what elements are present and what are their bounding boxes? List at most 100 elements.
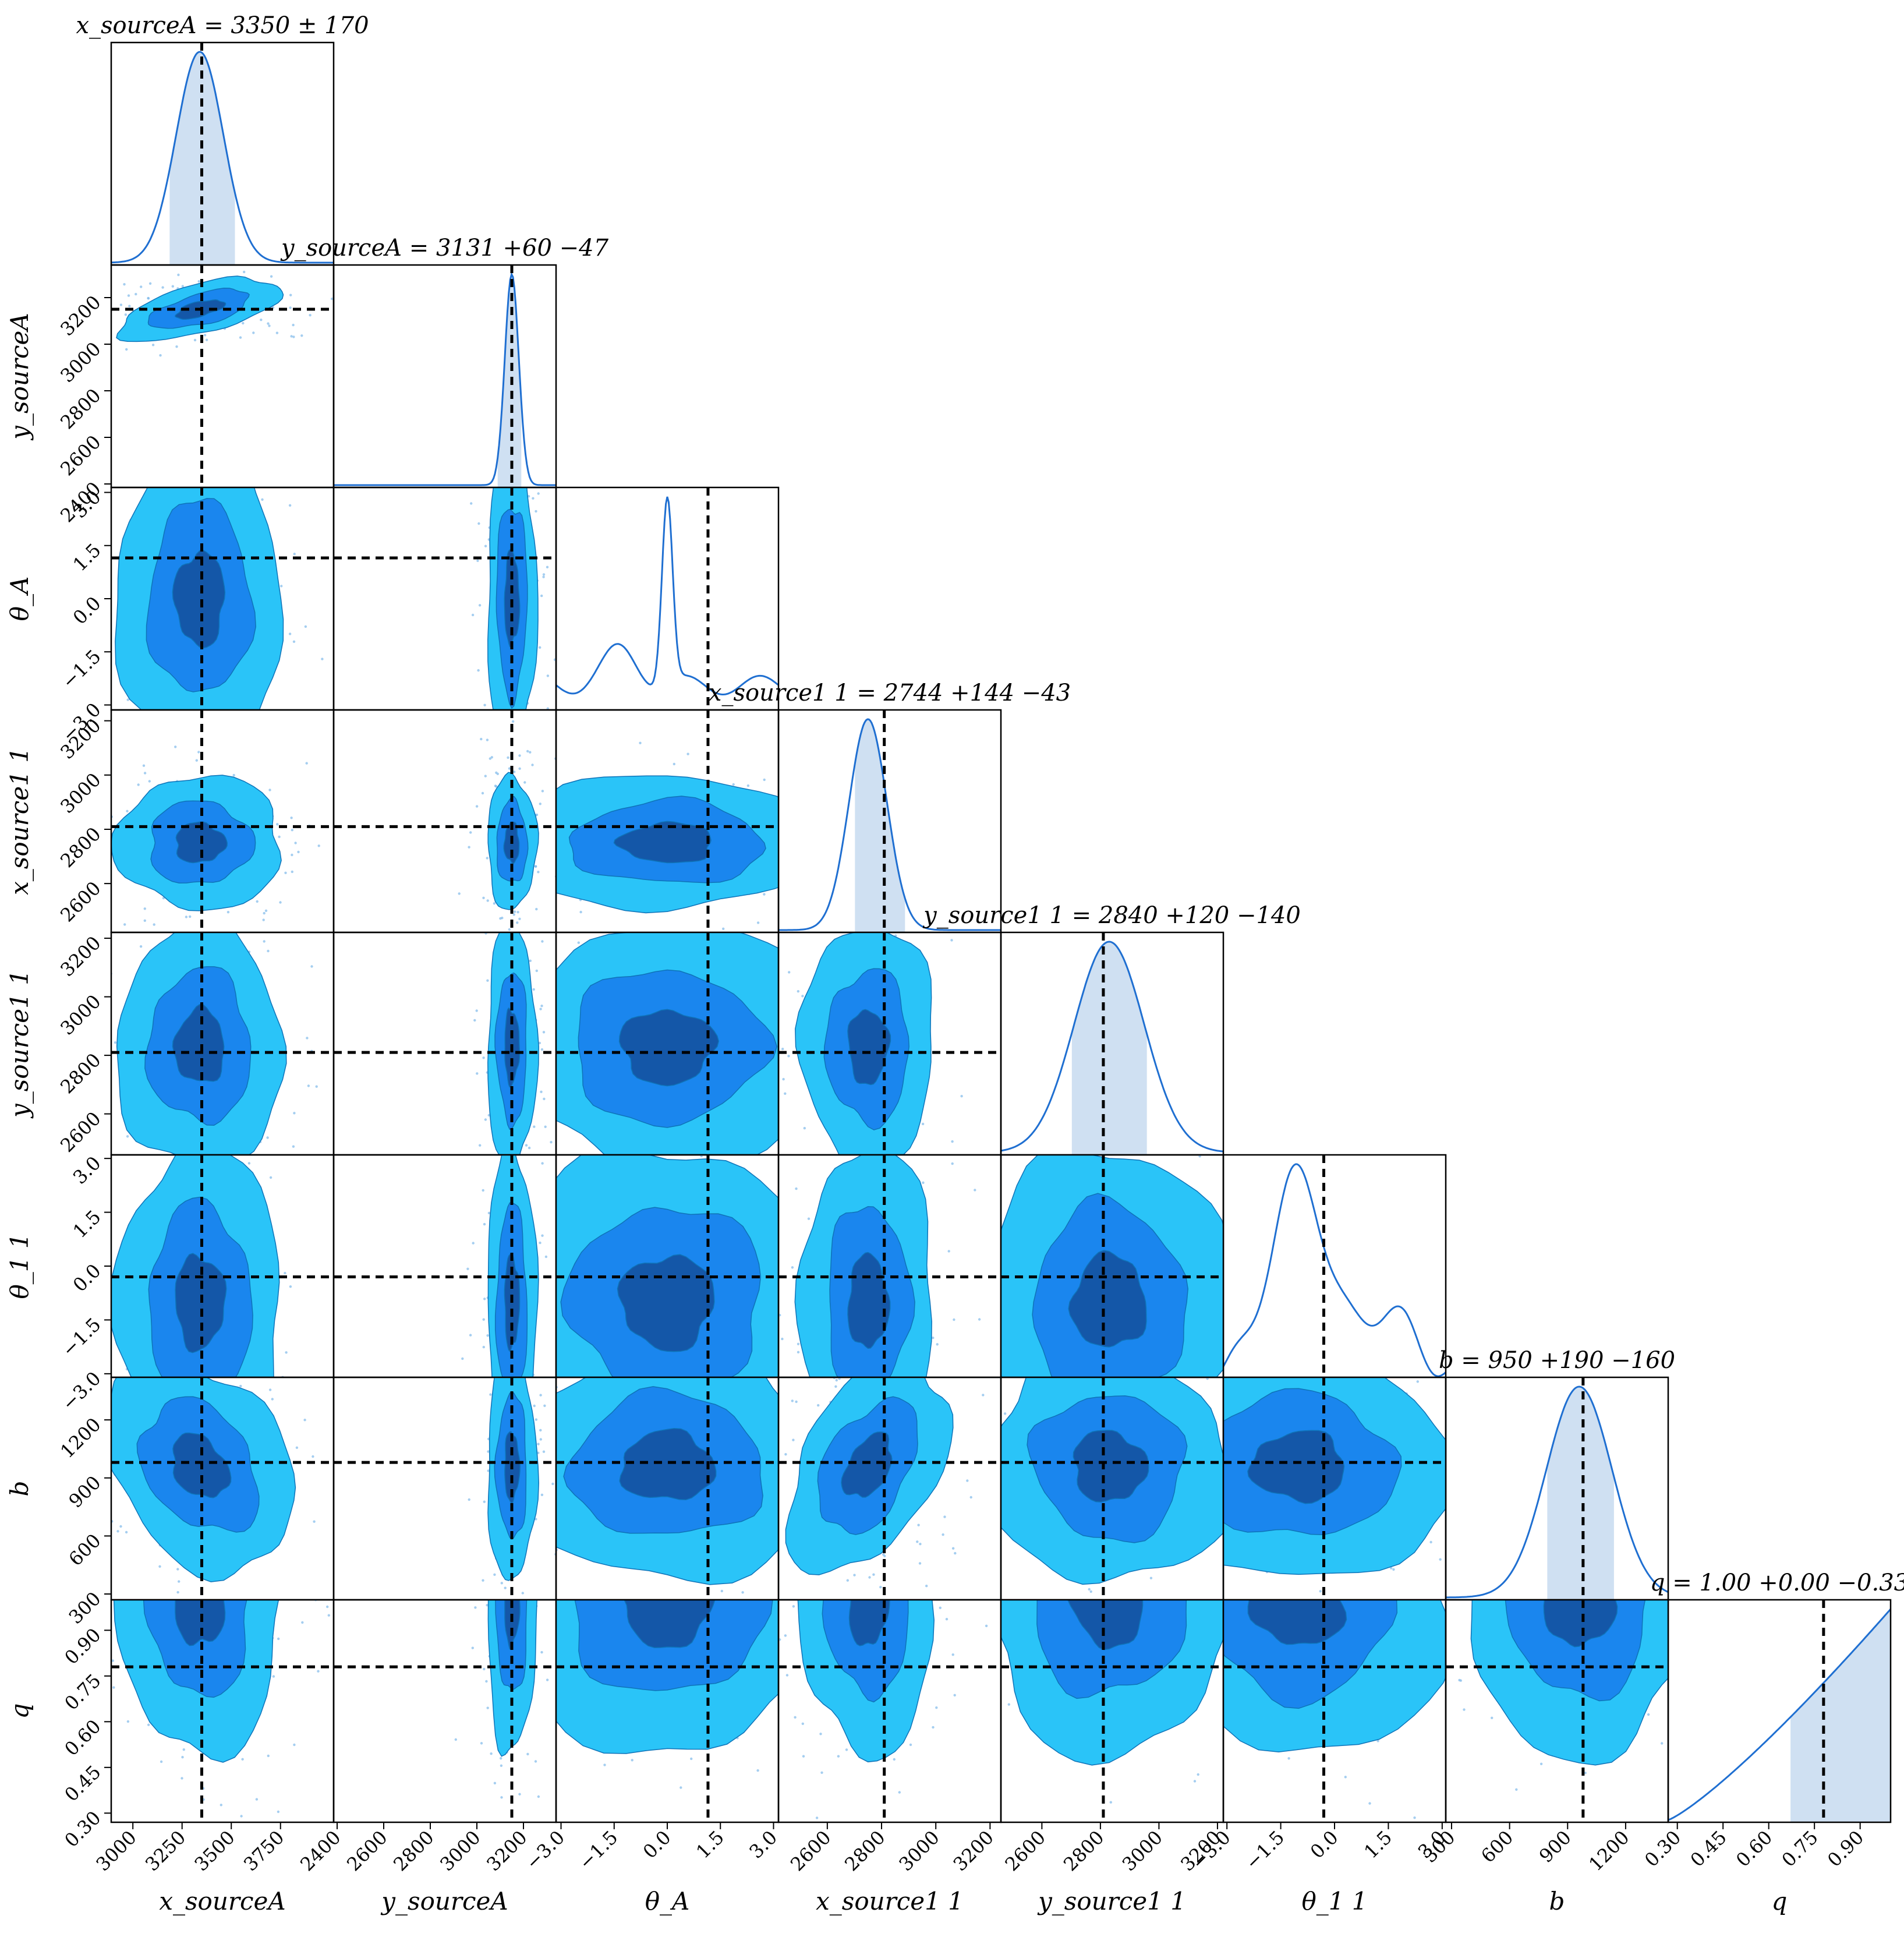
sample-point [504,1586,507,1589]
sample-point [763,893,766,896]
sample-point [119,458,122,460]
y-tick-label-y_sourceA: 3000 [56,338,105,387]
sample-point [483,1298,486,1300]
sample-point [80,281,82,283]
pair-panel-y_source1-q [975,1526,1224,1823]
sample-point [466,1267,469,1270]
sample-point [33,1556,36,1558]
sample-point [178,1580,181,1583]
contour-inner [1543,1600,1618,1648]
sample-point [123,923,126,926]
sample-point [477,669,480,672]
sample-point [537,1795,540,1798]
sample-point [490,756,493,759]
y-tick-label-b: 300 [65,1588,105,1628]
pair-panel-x_source1-b [777,1376,1002,1601]
sample-point [90,418,93,420]
sample-point [817,861,820,864]
sample-point [121,466,123,469]
diag-frame-y_sourceA [332,264,557,489]
sample-point [794,1338,796,1341]
sample-point [114,1872,116,1875]
sample-point [458,1438,461,1441]
sample-point [1743,1610,1745,1612]
sample-point [289,294,292,296]
sample-point [1489,1379,1492,1381]
sample-point [472,1485,474,1487]
sample-point [1697,1406,1700,1409]
sample-point [539,880,542,882]
sample-point [465,1418,467,1420]
pair-panel-x_source1-y_source1 [777,844,1002,1156]
sample-point [785,1256,788,1259]
sample-point [485,1581,487,1583]
pair-content-theta_A-theta_1 [458,1155,790,1521]
sample-point [291,1532,293,1534]
pair-panel-x_sourceA-x_source1 [110,709,335,934]
sample-point [486,899,489,902]
sample-point [1113,1588,1116,1590]
sample-point [309,314,312,317]
sample-point [288,504,292,507]
sample-point [1687,1473,1689,1475]
sample-point [508,928,511,931]
sample-point [540,594,543,598]
contour-inner [624,1600,716,1648]
sample-point [1446,1550,1449,1553]
diag-panel-theta_A [555,486,780,711]
sample-point [826,844,828,846]
sample-point [978,1318,981,1321]
sample-point [263,911,266,915]
sample-point [883,1554,886,1557]
sample-point [493,1573,496,1576]
sample-point [797,1351,800,1353]
y-tick-label-y_sourceA: 3200 [56,291,105,340]
sample-point [490,1752,493,1755]
sample-point [975,1526,977,1529]
sample-point [547,927,549,929]
sample-point [540,1048,544,1051]
sample-point [997,1533,1000,1535]
sample-point [269,1176,272,1179]
sample-point [146,1535,148,1537]
sample-point [1294,1589,1297,1591]
sample-point [1429,1540,1432,1544]
sample-point [468,1458,470,1460]
sample-point [533,1404,536,1408]
sample-point [791,1399,794,1402]
sample-point [153,923,155,926]
sample-point [484,1471,487,1473]
x-tick-label-q: 0.60 [1732,1826,1776,1871]
sample-point [148,780,151,783]
sample-point [625,1589,628,1592]
sample-point [794,1716,797,1719]
sample-point [305,762,308,765]
sample-point [500,1764,503,1767]
sample-point [529,429,531,432]
sample-point [802,1755,805,1758]
sample-point [917,1524,920,1526]
sample-point [848,754,851,757]
sample-point [788,1297,790,1299]
sample-point [1487,1529,1489,1531]
sample-point [326,353,328,355]
pair-panel-x_sourceA-y_sourceA [80,264,335,489]
sample-point [264,1191,267,1193]
credible-band-y_source1 [1071,942,1147,1155]
sample-point [508,911,510,913]
sample-point [539,1519,542,1521]
sample-point [261,498,264,501]
sample-point [803,1127,806,1130]
sample-point [1392,1366,1395,1368]
sample-point [1151,1574,1153,1577]
sample-point [680,1786,682,1789]
sample-point [143,1581,146,1583]
pair-panel-x_source1-q [777,1599,1002,1823]
sample-point [454,896,456,899]
sample-point [535,1518,537,1521]
x-tick-label-y_source1: 2800 [1059,1826,1108,1875]
panel-title-b: b = 950 +190 −160 [1439,1347,1675,1374]
sample-point [126,698,129,701]
sample-point [788,971,791,974]
y-tick-label-theta_1: 1.5 [69,1206,105,1242]
